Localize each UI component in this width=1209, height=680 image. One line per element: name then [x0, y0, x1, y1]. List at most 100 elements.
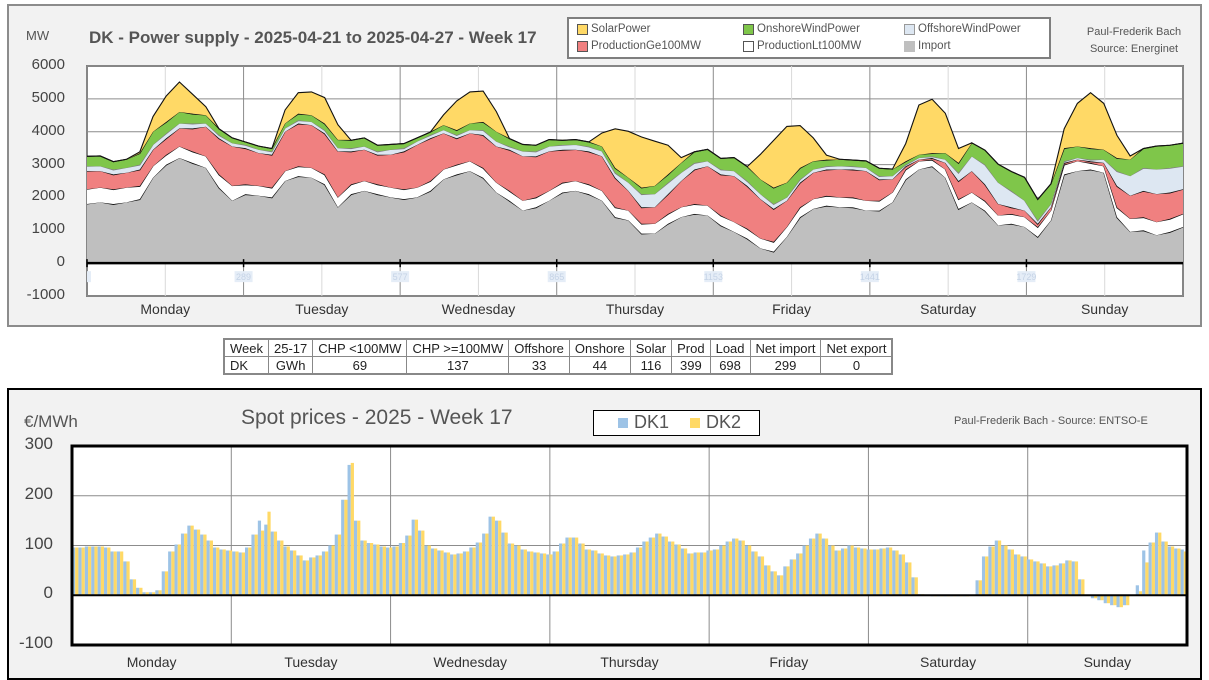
bar-dk1 [514, 545, 518, 596]
bar-dk2 [889, 547, 893, 596]
bar-dk1 [225, 550, 229, 596]
area-offshorewindpower [87, 120, 1183, 224]
bar-dk2 [600, 553, 604, 596]
bar-dk2 [389, 547, 393, 596]
bar-dk1 [360, 540, 364, 596]
table-cell: 0 [820, 356, 893, 375]
bar-dk2 [651, 537, 656, 596]
y-tick-label: 4000 [31, 121, 65, 139]
bar-dk2 [171, 551, 175, 596]
bar-dk2 [542, 553, 547, 596]
index-label-bg [704, 271, 723, 283]
bar-dk1 [366, 543, 370, 596]
bar-dk2 [754, 551, 758, 596]
bar-dk2 [312, 557, 316, 596]
bar-dk2 [639, 547, 643, 596]
bar-dk1 [334, 534, 338, 596]
spot-chart-title: Spot prices - 2025 - Week 17 [241, 406, 513, 429]
legend-label: Import [918, 40, 951, 52]
index-label-bg [1017, 271, 1036, 283]
bar-dk1 [885, 547, 890, 596]
table-cell: 698 [709, 356, 751, 375]
bar-dk2 [901, 554, 906, 596]
index-tick-label: 865 [549, 272, 564, 282]
bar-dk1 [1046, 566, 1050, 596]
bar-dk2 [446, 552, 451, 596]
table-cell: 33 [508, 356, 570, 375]
bar-dk2 [530, 551, 534, 596]
table-cell: 137 [406, 356, 510, 375]
bar-dk1 [405, 535, 409, 596]
bar-dk1 [565, 537, 569, 596]
bar-dk1 [873, 549, 877, 596]
bar-dk2 [696, 552, 700, 596]
bar-dk1 [1013, 554, 1018, 596]
bar-dk2 [164, 571, 169, 596]
bar-dk2 [459, 553, 463, 596]
bar-dk2 [196, 529, 201, 596]
bar-dk2 [1094, 595, 1098, 599]
bar-dk2 [555, 551, 560, 596]
day-label-sunday: Sunday [1080, 301, 1129, 317]
bar-dk2 [145, 592, 149, 596]
bar-dk1 [693, 552, 697, 596]
bar-dk1 [770, 571, 774, 596]
day-label-monday: Monday [140, 301, 191, 317]
bar-dk2 [645, 541, 649, 596]
bar-dk2 [222, 549, 226, 596]
bar-dk2 [113, 551, 117, 596]
bar-dk1 [546, 554, 550, 596]
bar-dk2 [107, 547, 111, 596]
bar-dk2 [158, 590, 162, 596]
table-header-cell: Net export [820, 338, 893, 357]
day-label-friday: Friday [769, 654, 809, 670]
legend-item-productionge100mw: ProductionGe100MW [577, 40, 701, 52]
bar-dk1 [1026, 559, 1031, 596]
line-solarpower [86, 81, 1184, 201]
bar-dk1 [136, 587, 140, 596]
bar-dk2 [805, 545, 809, 596]
bar-dk2 [81, 547, 85, 596]
bar-dk2 [735, 538, 739, 596]
bar-dk2 [818, 533, 822, 596]
bar-dk1 [321, 551, 326, 596]
area-productionge100mw [87, 123, 1183, 242]
y-tick-label: 0 [56, 253, 65, 271]
y-tick-label: 100 [24, 533, 53, 553]
table-cell: 69 [312, 356, 408, 375]
table-header-cell: Net import [749, 338, 822, 357]
bar-dk1 [392, 546, 396, 596]
bar-dk1 [469, 547, 473, 596]
bar-dk1 [674, 544, 678, 596]
table-header-cell: Solar [629, 338, 673, 357]
bar-dk1 [206, 540, 210, 596]
bar-dk1 [430, 548, 435, 596]
bar-dk2 [683, 548, 688, 596]
day-label-sunday: Sunday [1083, 654, 1132, 670]
bar-dk2 [1062, 563, 1066, 596]
y-tick-label: 300 [24, 434, 53, 453]
table-header-cell: Prod [671, 338, 711, 357]
weekly-summary-table: Week 25-17 CHP <100MW CHP >=100MW Offshore On… [223, 338, 894, 375]
table-header-cell: Offshore [508, 338, 570, 357]
bar-dk2 [94, 546, 98, 596]
bar-dk1 [533, 552, 537, 596]
bar-dk1 [834, 550, 838, 596]
bar-dk1 [796, 553, 800, 596]
table-cell: DK [223, 356, 269, 375]
legend-item-solarpower: SolarPower [577, 23, 650, 35]
bar-dk1 [200, 534, 204, 596]
day-label-wednesday: Wednesday [433, 654, 508, 670]
legend-item-offshorewindpower: OffshoreWindPower [904, 23, 1021, 35]
bar-dk2 [1145, 562, 1149, 596]
bar-dk1 [744, 545, 749, 596]
bar-dk1 [847, 545, 851, 596]
bar-dk1 [559, 543, 563, 596]
bar-dk2 [357, 520, 361, 596]
table-header-cell: Week [223, 338, 269, 357]
bar-dk1 [635, 547, 640, 596]
legend-item-dk1: DK1 [618, 412, 669, 433]
day-label-wednesday: Wednesday [441, 301, 516, 317]
bar-dk1 [1161, 541, 1165, 596]
bar-dk1 [450, 554, 454, 596]
